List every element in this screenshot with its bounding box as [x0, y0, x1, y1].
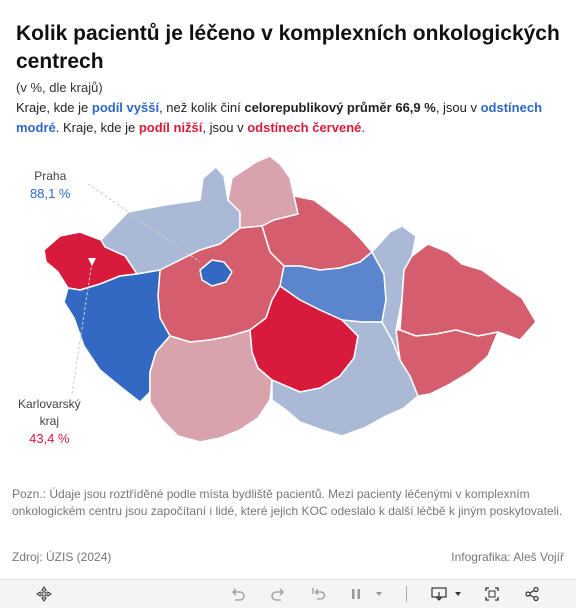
- praha-label-value: 88,1 %: [30, 186, 71, 201]
- desc-text: .: [361, 120, 365, 135]
- karlovarsky-label-value: 43,4 %: [29, 431, 70, 446]
- desc-text: , jsou v: [202, 120, 248, 135]
- legend-description: Kraje, kde je podíl vyšší, než kolik čin…: [16, 98, 564, 138]
- desc-higher-share: podíl vyšší: [91, 100, 160, 115]
- source-text: Zdroj: ÚZIS (2024): [12, 550, 112, 564]
- czech-regions-map: [43, 155, 537, 443]
- desc-text: . Kraje, kde je: [55, 120, 139, 135]
- desc-lower-share: podíl nižší: [138, 120, 203, 135]
- region-moravskoslezsky[interactable]: [399, 243, 537, 341]
- page-subtitle: (v %, dle krajů): [16, 80, 103, 95]
- karlovarsky-arrow-icon: [88, 258, 96, 266]
- region-zlinsky[interactable]: [395, 329, 499, 397]
- toolbar-divider: [406, 586, 407, 602]
- karlovarsky-label-name-2: kraj: [39, 414, 60, 428]
- pause-icon[interactable]: [346, 584, 366, 604]
- praha-leader-line: [87, 183, 201, 263]
- undo-icon[interactable]: [228, 584, 248, 604]
- credit-text: Infografika: Aleš Vojíř: [451, 550, 564, 564]
- desc-red-shades: odstínech červené: [247, 120, 362, 135]
- chevron-down-icon[interactable]: [452, 584, 464, 604]
- download-icon[interactable]: [430, 584, 450, 604]
- redo-icon[interactable]: [268, 584, 288, 604]
- share-icon[interactable]: [522, 584, 542, 604]
- desc-national-average: celorepublikový průměr 66,9 %: [244, 100, 436, 115]
- revert-icon[interactable]: [308, 584, 328, 604]
- viz-toolbar: [0, 579, 576, 608]
- page-title: Kolik pacientů je léčeno v komplexních o…: [16, 22, 560, 73]
- karlovarsky-leader-line: [71, 261, 93, 395]
- karlovarsky-label-name-1: Karlovarský: [18, 397, 81, 411]
- region-praha[interactable]: [199, 259, 233, 287]
- karlovarsky-label: Karlovarský kraj 43,4 %: [18, 396, 81, 447]
- desc-text: , jsou v: [435, 100, 481, 115]
- region-olomoucky[interactable]: [371, 225, 417, 361]
- praha-label-name: Praha: [34, 169, 67, 183]
- praha-label: Praha 88,1 %: [30, 168, 70, 202]
- region-map: Praha 88,1 % Karlovarský kraj 43,4 %: [0, 140, 576, 470]
- desc-text: Kraje, kde je: [16, 100, 92, 115]
- fullscreen-icon[interactable]: [482, 584, 502, 604]
- footnote: Pozn.: Údaje jsou roztříděné podle místa…: [12, 487, 563, 518]
- desc-text: , než kolik činí: [159, 100, 245, 115]
- header: Kolik pacientů je léčeno v komplexních o…: [16, 20, 564, 138]
- desc-blue-shades: odstínech modré: [16, 100, 543, 135]
- move-icon[interactable]: [34, 584, 54, 604]
- region-jihocesky[interactable]: [149, 329, 273, 443]
- chevron-down-icon[interactable]: [372, 584, 386, 604]
